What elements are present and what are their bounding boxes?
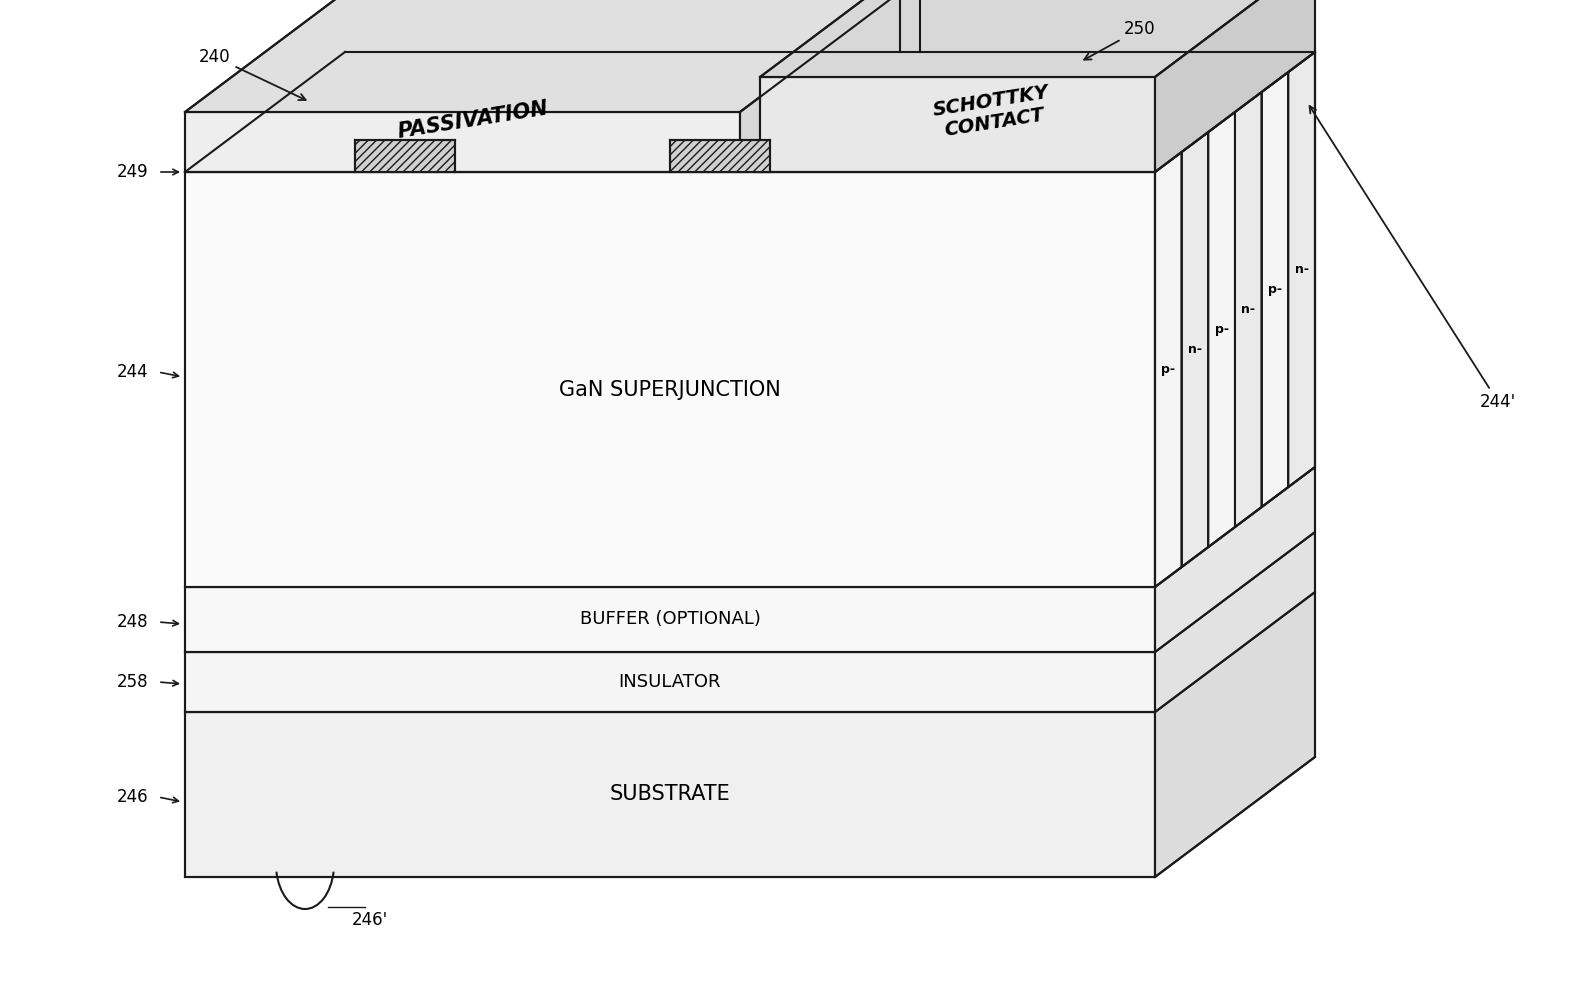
Text: 240: 240 bbox=[200, 48, 306, 100]
Text: 244: 244 bbox=[116, 363, 147, 381]
Text: INSULATOR: INSULATOR bbox=[618, 673, 721, 691]
Polygon shape bbox=[185, 112, 740, 172]
Polygon shape bbox=[185, 467, 1316, 587]
Text: 244': 244' bbox=[1309, 106, 1517, 411]
Text: 249: 249 bbox=[116, 163, 147, 181]
Polygon shape bbox=[1155, 0, 1316, 172]
Polygon shape bbox=[1235, 92, 1262, 527]
Polygon shape bbox=[185, 0, 900, 112]
Text: SCHOTTKY
CONTACT: SCHOTTKY CONTACT bbox=[932, 82, 1054, 141]
Text: BUFFER (OPTIONAL): BUFFER (OPTIONAL) bbox=[580, 611, 761, 628]
Polygon shape bbox=[185, 712, 1155, 877]
Text: p-: p- bbox=[1162, 363, 1176, 376]
Polygon shape bbox=[355, 140, 455, 172]
Text: p-: p- bbox=[1268, 283, 1282, 296]
Polygon shape bbox=[759, 77, 1155, 172]
Text: PASSIVATION: PASSIVATION bbox=[396, 98, 550, 141]
Polygon shape bbox=[185, 587, 1155, 652]
Polygon shape bbox=[185, 52, 1316, 172]
Text: n-: n- bbox=[1295, 263, 1309, 276]
Polygon shape bbox=[185, 532, 1316, 652]
Polygon shape bbox=[1289, 52, 1316, 487]
Polygon shape bbox=[1155, 592, 1316, 877]
Polygon shape bbox=[1155, 152, 1182, 587]
Polygon shape bbox=[740, 0, 900, 172]
Text: n-: n- bbox=[1241, 303, 1255, 316]
Polygon shape bbox=[759, 0, 1316, 77]
Text: GaN SUPERJUNCTION: GaN SUPERJUNCTION bbox=[560, 379, 781, 400]
Text: 246: 246 bbox=[116, 788, 147, 806]
Text: 250: 250 bbox=[1084, 20, 1155, 60]
Polygon shape bbox=[1182, 132, 1208, 567]
Text: n-: n- bbox=[1189, 343, 1201, 356]
Text: p-: p- bbox=[1214, 323, 1228, 336]
Polygon shape bbox=[185, 172, 1155, 587]
Polygon shape bbox=[1262, 72, 1289, 507]
Polygon shape bbox=[670, 140, 770, 172]
Text: 246': 246' bbox=[352, 911, 388, 929]
Polygon shape bbox=[185, 652, 1155, 712]
Text: SUBSTRATE: SUBSTRATE bbox=[610, 785, 731, 804]
Text: 248: 248 bbox=[116, 613, 147, 631]
Polygon shape bbox=[185, 592, 1316, 712]
Polygon shape bbox=[1208, 112, 1235, 547]
Text: 258: 258 bbox=[116, 673, 147, 691]
Polygon shape bbox=[1155, 467, 1316, 652]
Polygon shape bbox=[1155, 532, 1316, 712]
